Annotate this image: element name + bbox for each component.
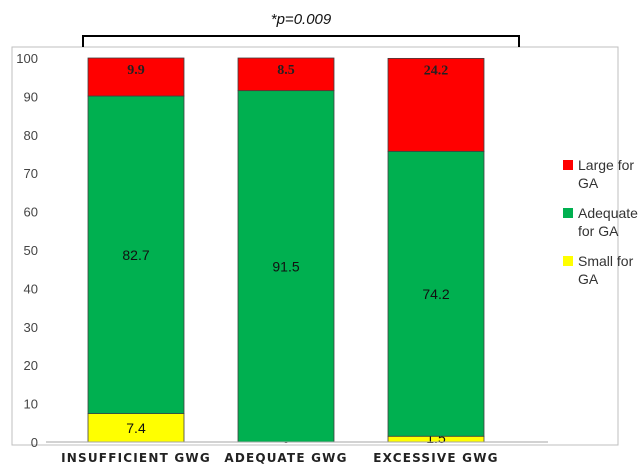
data-label-large-for-ga: 24.2 <box>424 63 449 78</box>
y-tick-label: 0 <box>31 435 38 450</box>
data-label-small-for-ga: 7.4 <box>126 420 146 436</box>
legend-swatch <box>563 208 573 218</box>
legend-label: Large for GA <box>578 157 634 191</box>
x-category-label: INSUFFICIENT GWG <box>61 451 211 465</box>
y-tick-label: 100 <box>16 51 38 66</box>
data-label-large-for-ga: 9.9 <box>127 63 145 78</box>
bar-segment-large-for-ga <box>237 57 335 92</box>
y-tick-label: 10 <box>24 397 38 412</box>
bar-segment-large-for-ga <box>87 57 185 97</box>
data-label-adequate-for-ga: 74.2 <box>422 286 449 302</box>
significance-annotation: *p=0.009 <box>82 11 520 47</box>
data-label-adequate-for-ga: 91.5 <box>272 258 299 274</box>
data-label-large-for-ga: 8.5 <box>277 63 295 78</box>
y-axis: 0 10 20 30 40 50 60 70 80 90 100 <box>16 51 38 450</box>
y-tick-label: 90 <box>24 89 38 104</box>
x-category-label: EXCESSIVE GWG <box>373 451 498 465</box>
legend-label: Adequate for GA <box>578 205 638 239</box>
bar-segment-adequate-for-ga <box>87 95 185 414</box>
x-axis: INSUFFICIENT GWG ADEQUATE GWG EXCESSIVE GW… <box>61 451 498 465</box>
bars: 7.482.79.9091.58.51.574.224.2 <box>46 57 548 446</box>
legend-swatch <box>563 256 573 266</box>
bar-segment-small-for-ga <box>87 413 185 443</box>
y-tick-label: 50 <box>24 243 38 258</box>
data-label-adequate-for-ga: 82.7 <box>122 247 149 263</box>
y-tick-label: 20 <box>24 358 38 373</box>
legend-label: Small for GA <box>578 253 634 287</box>
legend: Large for GA Adequate for GA Small for GA <box>563 157 638 287</box>
y-tick-label: 30 <box>24 320 38 335</box>
significance-bracket <box>82 35 520 47</box>
y-tick-label: 60 <box>24 205 38 220</box>
bar-segment-large-for-ga <box>387 57 485 152</box>
p-value-label: *p=0.009 <box>271 11 332 28</box>
y-tick-label: 80 <box>24 128 38 143</box>
y-tick-label: 40 <box>24 281 38 296</box>
legend-swatch <box>563 160 573 170</box>
y-tick-label: 70 <box>24 166 38 181</box>
x-category-label: ADEQUATE GWG <box>224 451 347 465</box>
